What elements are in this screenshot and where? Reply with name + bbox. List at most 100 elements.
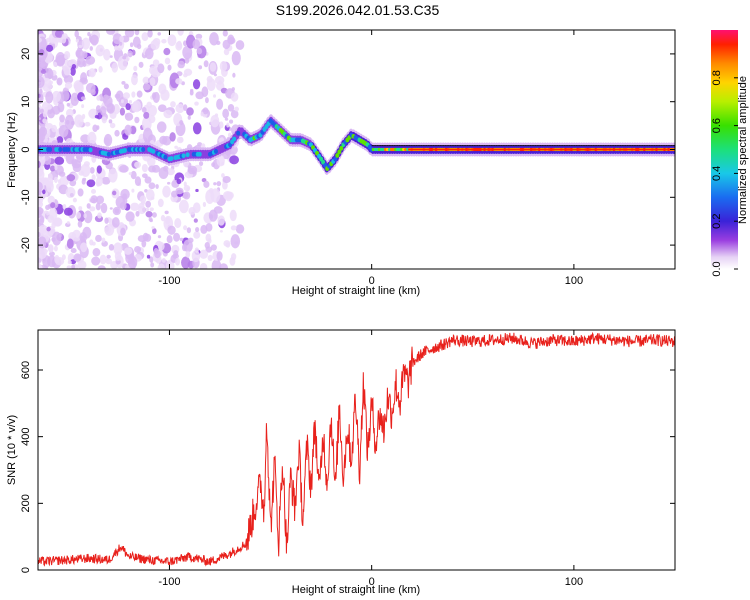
spectrogram-noise-blob [99, 106, 107, 116]
spectrogram-noise-blob [64, 81, 73, 89]
spectrogram-noise-blob [119, 35, 124, 43]
spectrogram-noise-blob [52, 105, 61, 115]
spectrogram-noise-blob [169, 132, 176, 142]
spectrogram-noise-blob [72, 197, 77, 203]
spectrogram-noise-blob [80, 72, 88, 83]
spectrogram-noise-blob [121, 81, 126, 85]
spectrogram-noise-blob [226, 122, 230, 128]
spectrogram-core-cell [232, 136, 237, 142]
spectrogram-noise-blob [147, 30, 153, 38]
spectrogram-noise-blob [84, 121, 91, 127]
spectrogram-noise-blob [38, 231, 41, 238]
spectrogram-noise-blob [142, 83, 151, 91]
spectrogram-noise-blob [222, 176, 231, 184]
spectrogram-noise-blob [193, 218, 198, 223]
spectrogram-noise-blob [216, 251, 223, 261]
spectrogram-noise-blob [160, 214, 166, 222]
spectrogram-noise-blob [45, 44, 54, 52]
spectrogram-noise-blob [75, 49, 81, 58]
colorbar-tick-label: 0.0 [711, 261, 723, 276]
spectrogram-noise-blob [144, 176, 152, 184]
spectrogram-y-tick-label: -20 [20, 237, 32, 253]
spectrogram-noise-blob [152, 37, 161, 46]
spectrogram-noise-blob [165, 217, 171, 225]
spectrogram-core-cell [335, 153, 340, 158]
spectrogram-noise-blob [222, 108, 230, 119]
snr-y-axis-label: SNR (10 * v/v) [6, 415, 18, 485]
spectrogram-noise-blob [175, 257, 181, 266]
spectrogram-noise-blob [82, 177, 87, 182]
spectrogram-noise-blob [58, 124, 69, 138]
spectrogram-noise-blob [187, 165, 198, 175]
spectrogram-noise-blob [54, 255, 60, 264]
spectrogram-core-cell [339, 145, 344, 151]
spectrogram-noise-blob [130, 170, 137, 180]
spectrogram-noise-blob [157, 263, 166, 269]
spectrogram-noise-blob [53, 176, 58, 183]
spectrogram-noise-blob [216, 98, 224, 110]
spectrogram-noise-blob [141, 32, 149, 42]
spectrogram-noise-blob [176, 40, 182, 49]
spectrogram-noise-blob [120, 227, 126, 236]
spectrogram-core-cell [122, 148, 127, 153]
spectrogram-noise-blob [106, 30, 116, 35]
spectrogram-noise-blob [138, 61, 144, 68]
spectrogram-noise-blob [159, 135, 168, 145]
spectrogram-noise-blob [77, 188, 84, 197]
spectrogram-noise-blob [152, 59, 160, 67]
spectrogram-noise-blob [221, 161, 225, 166]
spectrogram-noise-blob [49, 80, 53, 85]
spectrogram-noise-blob [119, 107, 126, 116]
spectrogram-noise-blob [167, 181, 171, 185]
spectrogram-noise-blob [155, 184, 159, 190]
spectrogram-noise-blob [167, 34, 177, 47]
spectrogram-noise-blob [148, 217, 153, 222]
spectrogram-noise-blob [67, 260, 72, 265]
spectrogram-core-cell [185, 152, 190, 158]
spectrogram-noise-blob [38, 264, 43, 269]
spectrogram-noise-blob [169, 72, 180, 89]
spectrogram-noise-blob [38, 120, 46, 136]
spectrogram-core-cell [66, 147, 71, 152]
spectrogram-noise-blob [202, 107, 209, 115]
spectrogram-noise-blob [234, 106, 240, 112]
spectrogram-noise-blob [46, 210, 50, 216]
spectrogram-noise-blob [134, 116, 140, 124]
spectrogram-noise-blob [85, 55, 96, 65]
spectrogram-noise-blob [182, 45, 193, 60]
spectrogram-noise-blob [174, 145, 178, 149]
spectrogram-noise-blob [177, 30, 184, 36]
spectrogram-noise-blob [198, 65, 203, 70]
spectrogram-noise-blob [213, 206, 223, 214]
spectrogram-noise-blob [71, 159, 82, 169]
spectrogram-noise-blob [112, 33, 123, 45]
spectrogram-noise-blob [80, 96, 86, 101]
spectrogram-noise-blob [231, 87, 235, 92]
spectrogram-noise-blob [56, 136, 64, 144]
spectrogram-noise-blob [174, 218, 182, 229]
spectrogram-core-cell [151, 149, 156, 154]
spectrogram-noise-blob [216, 181, 222, 187]
spectrogram-noise-blob [173, 250, 179, 257]
spectrogram-noise-blob [166, 168, 175, 176]
spectrogram-noise-blob [47, 104, 52, 110]
spectrogram-noise-blob [231, 253, 237, 261]
spectrogram-noise-blob [128, 99, 133, 104]
spectrogram-noise-blob [92, 124, 98, 132]
snr-plot-area [38, 330, 675, 570]
spectrogram-noise-blob [133, 65, 138, 72]
spectrogram-noise-blob [97, 265, 106, 269]
spectrogram-noise-blob [97, 212, 102, 219]
spectrogram-x-ticks: -100 0 100 [158, 30, 583, 287]
spectrogram-noise-blob [160, 89, 170, 101]
spectrogram-noise-blob [66, 102, 70, 107]
spectrogram-noise-blob [211, 162, 216, 168]
spectrogram-noise-blob [161, 258, 166, 263]
spectrogram-noise-blob [134, 176, 142, 187]
spectrogram-noise-blob [52, 217, 63, 227]
spectrogram-noise-blob [95, 234, 102, 243]
spectrogram-noise-blob [42, 111, 48, 118]
spectrogram-noise-blob [80, 242, 88, 253]
spectrogram-noise-blob [131, 188, 135, 193]
